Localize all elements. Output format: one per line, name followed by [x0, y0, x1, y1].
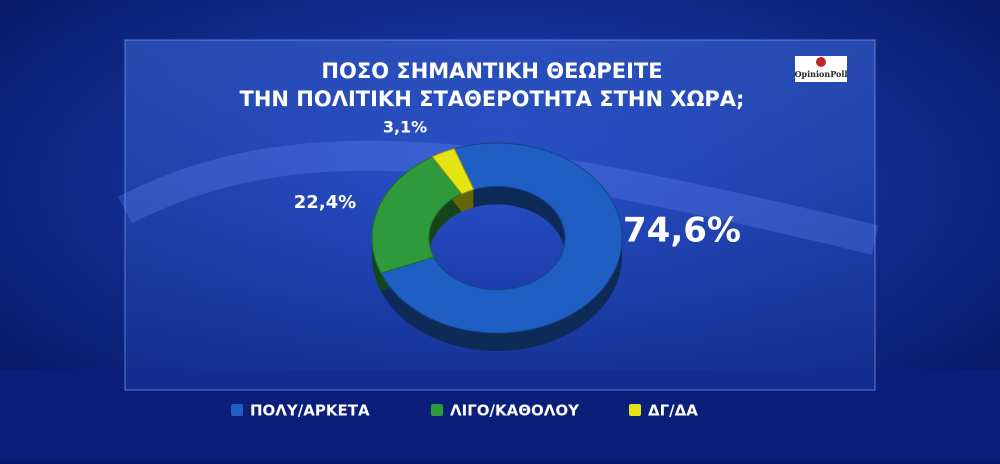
legend-swatch	[231, 404, 243, 416]
slice	[431, 148, 475, 195]
data-label: 22,4%	[294, 192, 356, 213]
data-label: 3,1%	[383, 118, 427, 137]
legend-swatch	[629, 404, 641, 416]
data-label: 74,6%	[623, 211, 741, 251]
legend-label: ΔΓ/ΔΑ	[648, 402, 698, 420]
legend-swatch	[431, 404, 443, 416]
logo-icon	[816, 57, 826, 67]
legend-label: ΛΙΓΟ/ΚΑΘΟΛΟΥ	[450, 402, 580, 420]
slice	[380, 142, 623, 334]
logo-text: OpinionPoll	[795, 69, 848, 79]
slice	[371, 156, 463, 274]
chart-title: ΤΗΝ ΠΟΛΙΤΙΚΗ ΣΤΑΘΕΡΟΤΗΤΑ ΣΤΗΝ ΧΩΡΑ;	[240, 87, 745, 111]
decor-swoosh	[118, 140, 879, 255]
legend-label: ΠΟΛΥ/ΑΡΚΕΤΑ	[250, 402, 370, 420]
donut	[371, 142, 623, 351]
chart-title: ΠΟΣΟ ΣΗΜΑΝΤΙΚΗ ΘΕΩΡΕΙΤΕ	[321, 59, 662, 83]
